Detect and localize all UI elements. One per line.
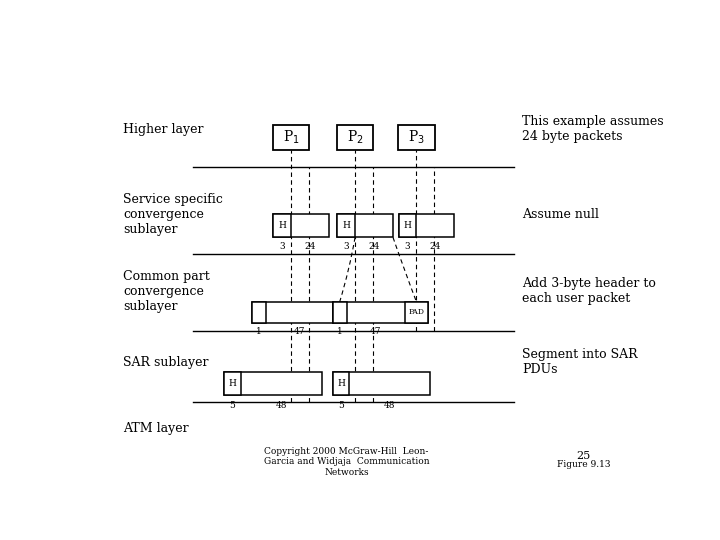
Text: Segment into SAR
PDUs: Segment into SAR PDUs [523, 348, 638, 376]
Bar [333, 373, 431, 395]
Text: H: H [278, 221, 286, 231]
Text: ATM layer: ATM layer [124, 422, 189, 435]
Bar [252, 302, 333, 322]
Text: H: H [228, 380, 236, 388]
Text: H: H [342, 221, 350, 231]
Text: 24: 24 [304, 242, 315, 251]
Bar [333, 302, 347, 322]
Bar [398, 125, 435, 150]
Text: 24: 24 [430, 242, 441, 251]
Bar [333, 373, 349, 395]
Bar [273, 125, 309, 150]
Text: 48: 48 [384, 401, 396, 410]
Text: 5: 5 [338, 401, 344, 410]
Text: H: H [404, 221, 411, 231]
Bar [224, 373, 240, 395]
Text: 3: 3 [405, 242, 410, 251]
Text: Copyright 2000 McGraw-Hill  Leon-
Garcia and Widjaja  Communication
Networks: Copyright 2000 McGraw-Hill Leon- Garcia … [264, 447, 430, 477]
Text: P$_1$: P$_1$ [282, 129, 300, 146]
Text: Add 3-byte header to
each user packet: Add 3-byte header to each user packet [523, 278, 657, 306]
Text: 3: 3 [343, 242, 349, 251]
Text: Higher layer: Higher layer [124, 123, 204, 136]
Bar [252, 302, 266, 322]
Bar [399, 214, 454, 238]
Text: Service specific
convergence
sublayer: Service specific convergence sublayer [124, 193, 223, 236]
Bar [273, 214, 329, 238]
Bar [337, 125, 373, 150]
Text: Assume null: Assume null [523, 208, 599, 221]
Text: PAD: PAD [408, 308, 424, 316]
Text: 3: 3 [279, 242, 285, 251]
Text: P$_2$: P$_2$ [347, 129, 364, 146]
Text: 24: 24 [369, 242, 379, 251]
Text: 47: 47 [294, 327, 305, 336]
Text: This example assumes
24 byte packets: This example assumes 24 byte packets [523, 115, 664, 143]
Text: 48: 48 [275, 401, 287, 410]
Bar [337, 214, 393, 238]
Bar [337, 214, 355, 238]
Text: H: H [337, 380, 345, 388]
Text: Common part
convergence
sublayer: Common part convergence sublayer [124, 270, 210, 313]
Text: 1: 1 [256, 327, 261, 336]
Bar [405, 302, 428, 322]
Text: 5: 5 [230, 401, 235, 410]
Text: P$_3$: P$_3$ [408, 129, 425, 146]
Text: SAR sublayer: SAR sublayer [124, 356, 209, 369]
Bar [333, 302, 428, 322]
Text: 47: 47 [370, 327, 382, 336]
Bar [224, 373, 322, 395]
Bar [273, 214, 291, 238]
Bar [399, 214, 416, 238]
Text: 1: 1 [337, 327, 343, 336]
Text: 25: 25 [577, 451, 591, 461]
Text: Figure 9.13: Figure 9.13 [557, 460, 611, 469]
